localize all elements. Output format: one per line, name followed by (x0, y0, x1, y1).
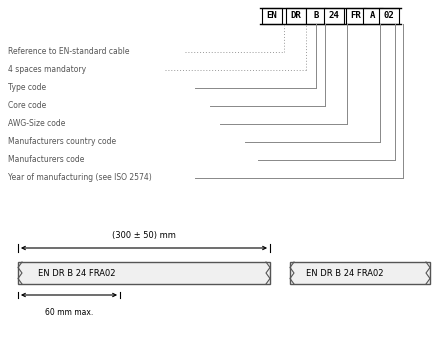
Text: Core code: Core code (8, 102, 46, 110)
Text: EN DR B 24 FRA02: EN DR B 24 FRA02 (306, 268, 384, 277)
Bar (286, 8, 306, 24)
Text: AWG-Size code: AWG-Size code (8, 119, 65, 129)
Text: (300 ± 50) mm: (300 ± 50) mm (112, 231, 176, 240)
Bar (363, 8, 383, 24)
Text: B: B (313, 12, 319, 21)
Text: Type code: Type code (8, 83, 46, 92)
Bar (262, 8, 282, 24)
Bar (324, 8, 344, 24)
Text: EN: EN (267, 12, 278, 21)
Bar (290, 262, 430, 284)
Text: 4 spaces mandatory: 4 spaces mandatory (8, 66, 86, 75)
Bar (379, 8, 399, 24)
Bar (306, 8, 326, 24)
Text: 24: 24 (328, 12, 339, 21)
Text: FR: FR (351, 12, 362, 21)
Bar (346, 8, 366, 24)
Text: A: A (370, 12, 376, 21)
Text: Year of manufacturing (see ISO 2574): Year of manufacturing (see ISO 2574) (8, 173, 152, 183)
Text: EN DR B 24 FRA02: EN DR B 24 FRA02 (38, 268, 115, 277)
Bar (18, 262, 270, 284)
Text: DR: DR (291, 12, 301, 21)
Text: 02: 02 (384, 12, 394, 21)
Text: Reference to EN-standard cable: Reference to EN-standard cable (8, 48, 130, 56)
Text: Manufacturers code: Manufacturers code (8, 156, 84, 165)
Text: 60 mm max.: 60 mm max. (45, 308, 93, 317)
Text: Manufacturers country code: Manufacturers country code (8, 137, 116, 146)
